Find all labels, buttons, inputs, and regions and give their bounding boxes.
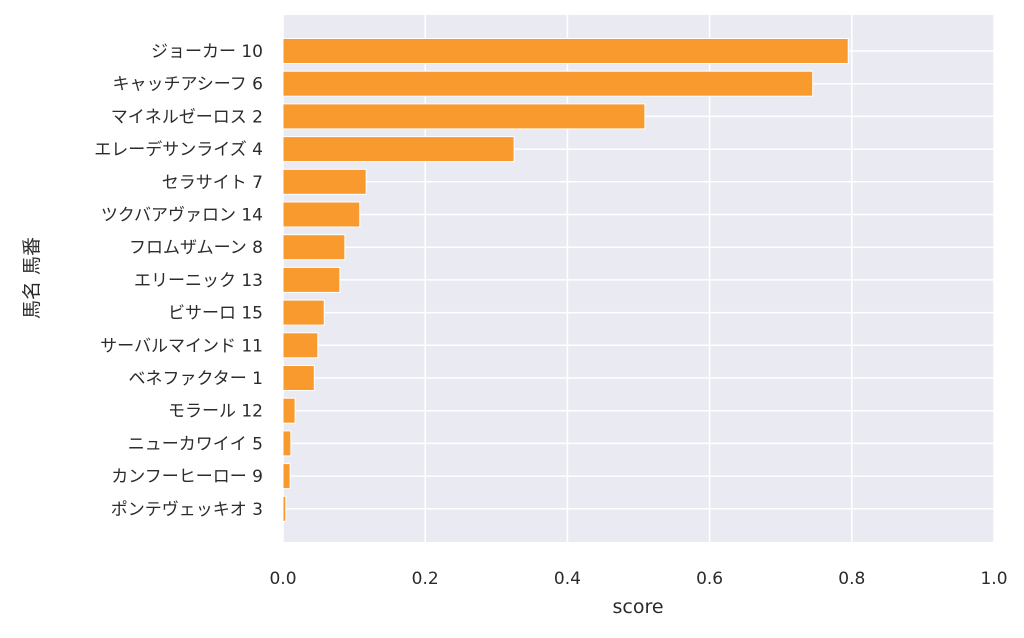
bar	[282, 70, 814, 97]
y-tick-label: キャッチアシーフ 6	[112, 75, 263, 95]
bar	[282, 397, 296, 424]
y-tick-label: ジョーカー 10	[151, 42, 263, 62]
x-tick-label: 0.2	[412, 569, 439, 589]
x-tick-label: 0.4	[554, 569, 581, 589]
bar	[282, 332, 319, 359]
bar	[282, 299, 325, 326]
y-tick-label: ニューカワイイ 5	[128, 434, 263, 454]
x-tick-label: 1.0	[980, 569, 1007, 589]
bar	[282, 495, 287, 522]
y-tick-label: エリーニック 13	[134, 271, 263, 291]
y-tick-labels: ジョーカー 10 キャッチアシーフ 6 マイネルゼーロス 2 エレーデサンライズ 4 セ…	[94, 42, 263, 520]
y-tick-label: カンフーヒーロー 9	[111, 467, 263, 487]
y-tick-label: ビサーロ 15	[168, 304, 263, 324]
bar	[282, 103, 646, 130]
y-tick-label: サーバルマインド 11	[100, 336, 263, 356]
bar	[282, 463, 291, 490]
y-tick-label: エレーデサンライズ 4	[94, 139, 263, 160]
y-tick-label: マイネルゼーロス 2	[111, 107, 263, 127]
y-axis-label: 馬名 馬番	[21, 237, 43, 319]
bar	[282, 234, 346, 261]
y-tick-label: ツクバアヴァロン 14	[101, 206, 263, 226]
bar	[282, 168, 367, 195]
x-axis-label: score	[612, 596, 663, 618]
bar	[282, 266, 341, 293]
y-tick-label: セラサイト 7	[162, 173, 263, 193]
y-tick-label: ポンテヴェッキオ 3	[111, 500, 263, 520]
x-tick-label: 0.0	[269, 569, 296, 589]
x-tick-label: 0.8	[838, 569, 865, 589]
x-tick-label: 0.6	[696, 569, 723, 589]
y-tick-label: モラール 12	[168, 402, 263, 422]
bars	[282, 38, 849, 522]
x-tick-labels: 0.0 0.2 0.4 0.6 0.8 1.0	[269, 569, 1007, 589]
y-tick-label: フロムザムーン 8	[129, 238, 263, 258]
plot-background	[283, 15, 994, 542]
bar	[282, 365, 315, 391]
bar	[282, 201, 361, 228]
y-tick-label: ベネファクター 1	[128, 369, 263, 389]
bar	[282, 430, 292, 457]
bar	[282, 38, 849, 64]
bar	[282, 136, 515, 163]
